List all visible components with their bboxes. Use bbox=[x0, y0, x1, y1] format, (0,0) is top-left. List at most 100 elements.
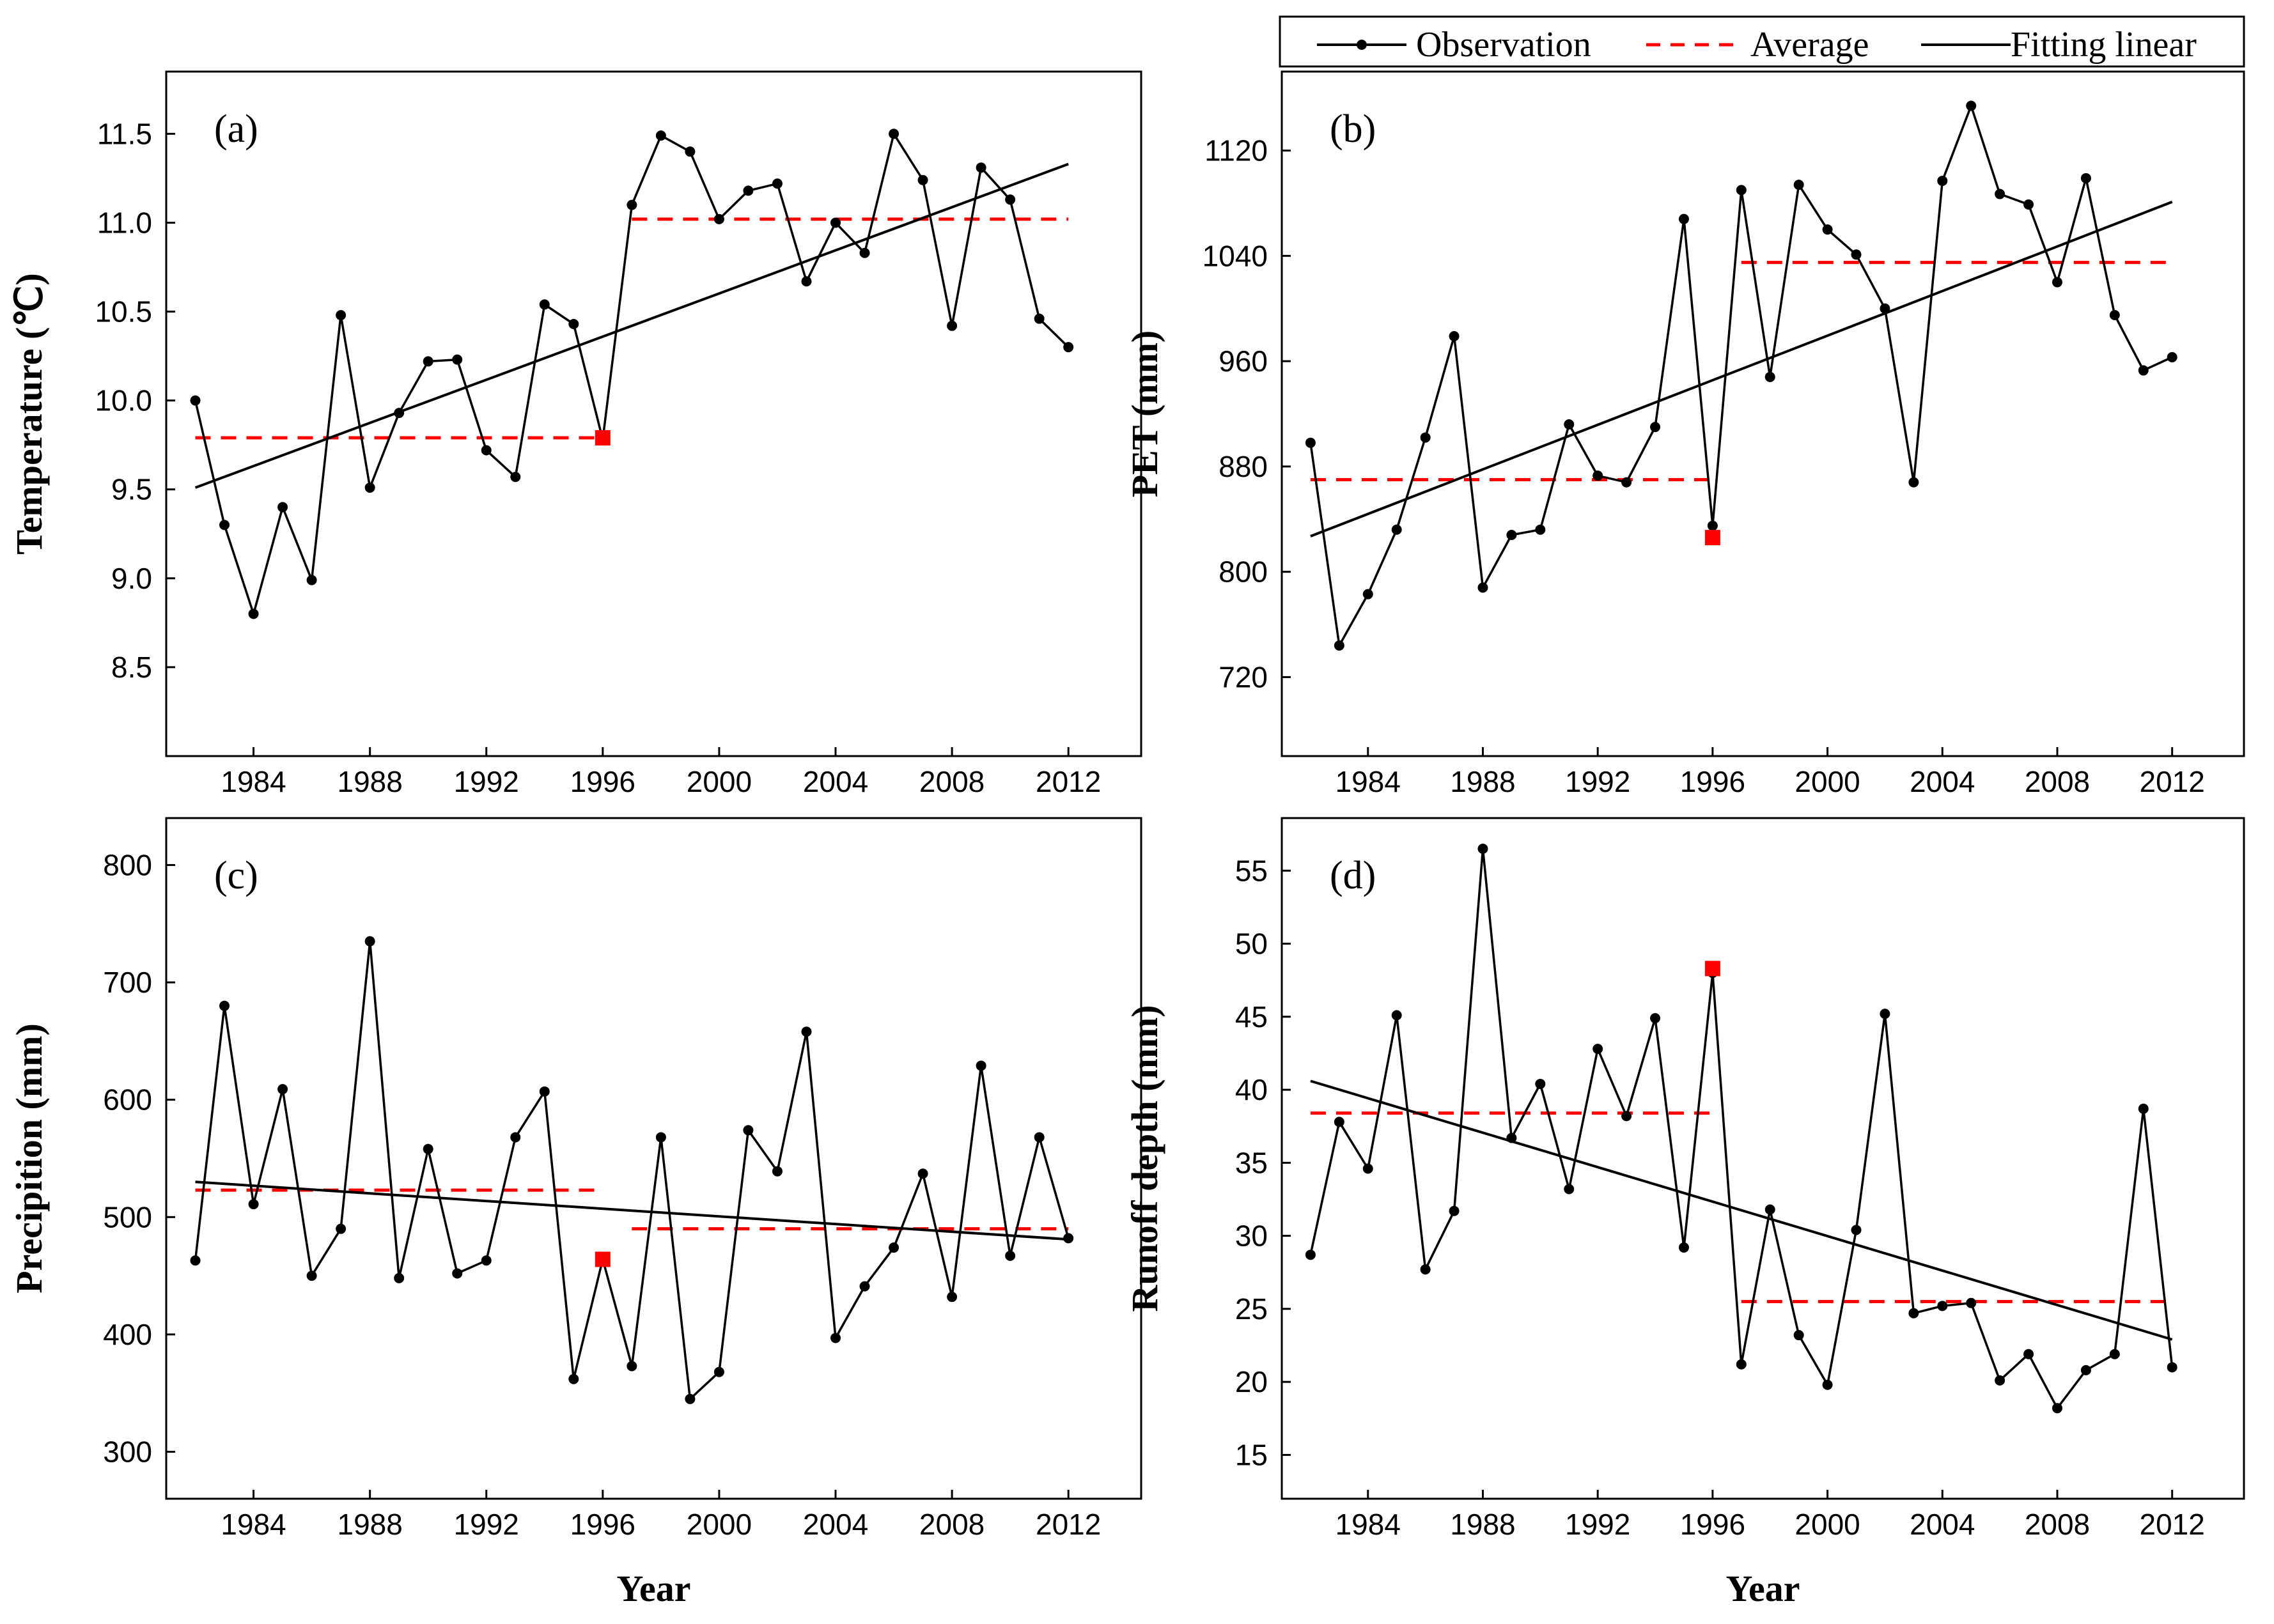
observation-point bbox=[481, 1255, 492, 1266]
observation-point bbox=[1391, 1010, 1402, 1021]
x-tick-label: 2000 bbox=[1795, 765, 1860, 798]
observation-point bbox=[772, 178, 783, 189]
observation-point bbox=[394, 408, 405, 419]
observation-point bbox=[1034, 313, 1045, 324]
change-point-marker bbox=[595, 1251, 611, 1267]
x-axis-title: Year bbox=[1726, 1568, 1800, 1609]
y-axis-title: Runoff depth (mm) bbox=[1124, 1005, 1165, 1311]
observation-point bbox=[1535, 1078, 1546, 1089]
observation-point bbox=[1063, 1233, 1074, 1244]
x-tick-label: 1996 bbox=[570, 765, 635, 798]
x-tick-label: 1992 bbox=[454, 1508, 519, 1541]
panel-a-temperature: 1984 1988 1992 1996 2000 2004 2008 2012 8.5 9.0 9.… bbox=[8, 70, 1142, 798]
observation-point bbox=[1764, 371, 1775, 382]
observation-point bbox=[1593, 470, 1603, 481]
y-tick-label: 600 bbox=[103, 1083, 152, 1117]
y-tick-label: 960 bbox=[1219, 344, 1268, 378]
x-tick-label: 1984 bbox=[221, 1508, 286, 1541]
observation-point bbox=[830, 217, 841, 228]
y-tick-label: 55 bbox=[1235, 854, 1268, 887]
observation-point bbox=[2138, 1103, 2149, 1114]
observation-point bbox=[364, 482, 375, 493]
observation-point bbox=[481, 445, 492, 456]
observation-point bbox=[1937, 1301, 1948, 1311]
x-tick-label: 1984 bbox=[221, 765, 286, 798]
observation-point bbox=[1305, 437, 1316, 448]
observation-point bbox=[452, 1268, 463, 1279]
observation-point bbox=[917, 1168, 928, 1179]
observation-point bbox=[452, 354, 463, 365]
y-tick-label: 35 bbox=[1235, 1146, 1268, 1179]
observation-point bbox=[1621, 1111, 1632, 1122]
y-tick-label: 800 bbox=[103, 848, 152, 881]
observation-point bbox=[1305, 1249, 1316, 1260]
observation-point bbox=[801, 1026, 812, 1037]
y-tick-label: 11.0 bbox=[97, 206, 152, 239]
observation-point bbox=[1449, 1205, 1460, 1216]
observation-point bbox=[1793, 180, 1804, 190]
observation-point bbox=[713, 1366, 724, 1377]
y-tick-label: 20 bbox=[1235, 1365, 1268, 1398]
observation-point bbox=[539, 299, 550, 310]
observation-point bbox=[248, 1199, 259, 1210]
observation-point bbox=[1362, 589, 1373, 599]
panel-label: (d) bbox=[1330, 854, 1376, 897]
observation-point bbox=[2167, 352, 2177, 362]
observation-point bbox=[1851, 1225, 1862, 1235]
observation-point bbox=[2109, 310, 2120, 321]
observation-point bbox=[1420, 432, 1431, 443]
change-point-marker bbox=[1704, 961, 1720, 977]
observation-point bbox=[772, 1166, 783, 1177]
y-axis-title: Temperature (℃) bbox=[8, 273, 50, 554]
y-tick-label: 720 bbox=[1219, 660, 1268, 693]
observation-point bbox=[190, 395, 201, 406]
fitting-line bbox=[1310, 201, 2173, 537]
y-tick-label: 11.5 bbox=[97, 117, 152, 150]
observation-point bbox=[2138, 365, 2149, 376]
observation-point bbox=[743, 185, 754, 196]
x-tick-label: 2004 bbox=[1910, 1508, 1975, 1541]
legend-frame bbox=[1279, 15, 2245, 68]
y-axis-title: Precipition (mm) bbox=[8, 1023, 50, 1294]
fitting-line bbox=[1310, 1079, 2173, 1341]
observation-point bbox=[947, 320, 958, 331]
legend-fitting-label: Fitting linear bbox=[2011, 25, 2197, 65]
x-tick-label: 2000 bbox=[687, 765, 752, 798]
panel-label: (c) bbox=[214, 854, 258, 897]
observation-point bbox=[336, 1223, 347, 1234]
observation-point bbox=[2167, 1362, 2177, 1373]
observation-point bbox=[1420, 1264, 1431, 1275]
observation-point bbox=[1736, 1359, 1747, 1370]
observation-point bbox=[1477, 582, 1488, 593]
x-tick-label: 2000 bbox=[1795, 1508, 1860, 1541]
observation-point bbox=[1851, 249, 1862, 260]
observation-point bbox=[510, 1132, 521, 1143]
observation-point bbox=[1966, 1297, 1977, 1308]
observation-line bbox=[194, 941, 1070, 1402]
plot-frame-a bbox=[165, 70, 1142, 757]
observation-point bbox=[1334, 1117, 1344, 1127]
observation-point bbox=[830, 1333, 841, 1343]
observation-point bbox=[1995, 189, 2005, 199]
panel-label: (a) bbox=[214, 107, 258, 151]
observation-point bbox=[510, 472, 521, 483]
observation-point bbox=[2080, 173, 2091, 183]
observation-point bbox=[1966, 100, 1977, 111]
observation-point bbox=[190, 1255, 201, 1266]
observation-point bbox=[277, 1084, 288, 1095]
x-tick-label: 2012 bbox=[1036, 1508, 1101, 1541]
observation-point bbox=[685, 1393, 696, 1404]
observation-point bbox=[713, 213, 724, 224]
observation-point bbox=[2052, 277, 2062, 288]
observation-point bbox=[1564, 419, 1575, 429]
y-tick-label: 880 bbox=[1219, 450, 1268, 483]
x-tick-label: 2008 bbox=[919, 765, 985, 798]
observation-point bbox=[801, 276, 812, 287]
legend-observation-marker bbox=[1357, 40, 1367, 50]
y-tick-label: 700 bbox=[103, 966, 152, 999]
observation-point bbox=[248, 608, 259, 619]
observation-line bbox=[1309, 848, 2174, 1411]
x-tick-label: 1984 bbox=[1336, 765, 1401, 798]
plot-frame-d bbox=[1281, 817, 2245, 1500]
x-tick-label: 2004 bbox=[803, 1508, 868, 1541]
